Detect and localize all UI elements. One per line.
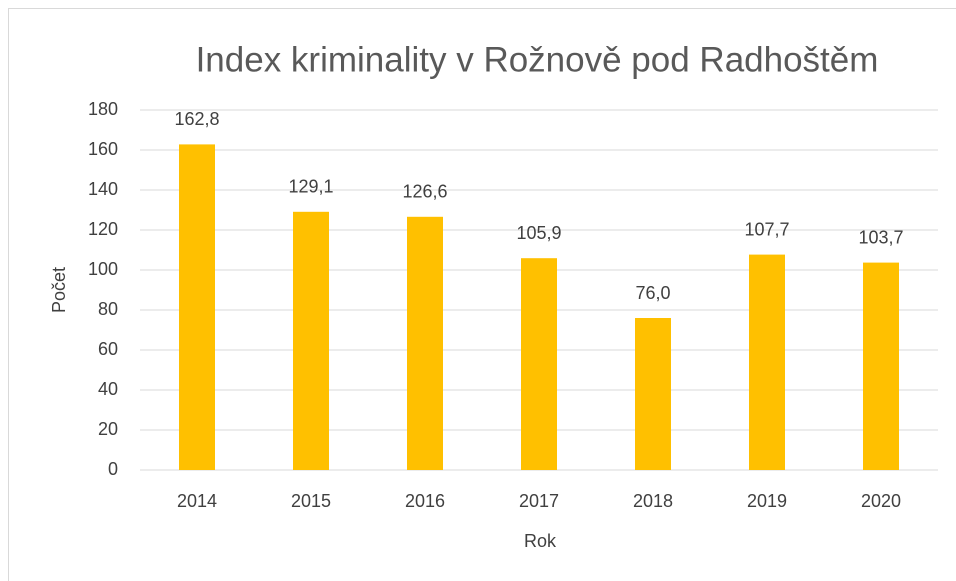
bar: [749, 254, 785, 470]
data-label: 162,8: [174, 109, 219, 129]
bar: [293, 211, 329, 471]
y-tick-label: 100: [88, 259, 118, 279]
data-label: 103,7: [858, 227, 903, 247]
x-tick-label: 2015: [291, 491, 331, 511]
chart-border: [8, 8, 956, 581]
x-tick-label: 2020: [861, 491, 901, 511]
x-tick-label: 2016: [405, 491, 445, 511]
y-tick-label: 20: [98, 419, 118, 439]
y-tick-label: 180: [88, 99, 118, 119]
x-tick-label: 2017: [519, 491, 559, 511]
y-tick-label: 80: [98, 299, 118, 319]
bar: [407, 216, 443, 470]
y-tick-label: 60: [98, 339, 118, 359]
data-label: 105,9: [516, 223, 561, 243]
bar: [863, 262, 899, 470]
x-axis-label: Rok: [524, 531, 557, 551]
bar: [521, 258, 557, 470]
y-axis-label: Počet: [49, 267, 69, 313]
bar: [179, 144, 215, 470]
y-tick-label: 160: [88, 139, 118, 159]
x-tick-label: 2014: [177, 491, 217, 511]
data-label: 126,6: [402, 182, 447, 202]
data-label: 107,7: [744, 219, 789, 239]
bar: [635, 318, 671, 470]
y-tick-label: 40: [98, 379, 118, 399]
y-tick-label: 140: [88, 179, 118, 199]
data-label: 76,0: [635, 283, 670, 303]
y-tick-label: 120: [88, 219, 118, 239]
x-tick-label: 2018: [633, 491, 673, 511]
x-tick-label: 2019: [747, 491, 787, 511]
y-tick-label: 0: [108, 459, 118, 479]
data-label: 129,1: [288, 177, 333, 197]
chart-title: Index kriminality v Rožnově pod Radhoště…: [196, 40, 879, 79]
